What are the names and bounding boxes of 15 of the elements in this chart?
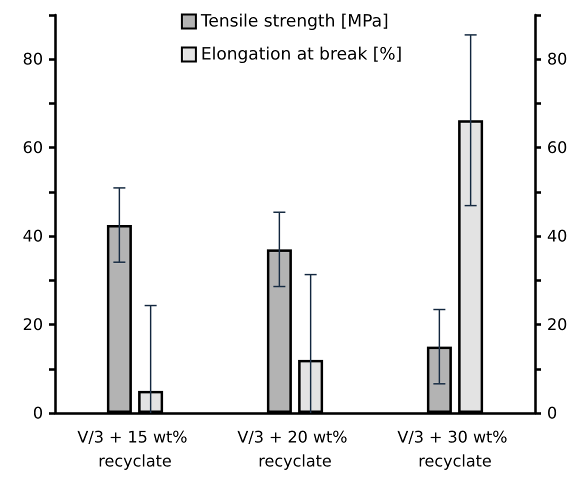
y2-tick-label: 40 [547,226,568,246]
y2-tick-label: 20 [547,315,568,334]
y-tick-label: 20 [22,315,43,334]
x-tick-label: V/3 + 30 wt% recyclate [397,428,513,470]
y2-tick-label: 80 [547,50,568,69]
legend-label: Tensile strength [MPa] [200,12,389,32]
y-tick-label: 0 [32,404,43,422]
x-tick-label: V/3 + 20 wt% recyclate [237,428,353,470]
y2-tick-label: 0 [547,404,558,422]
x-tick-label: V/3 + 15 wt% recyclate [77,428,193,470]
y-tick-label: 60 [22,138,43,158]
y-tick-label: 80 [22,50,43,69]
legend-label: Elongation at break [%] [200,44,402,64]
y-tick-label: 40 [22,226,43,246]
y2-tick-label: 60 [547,138,568,158]
